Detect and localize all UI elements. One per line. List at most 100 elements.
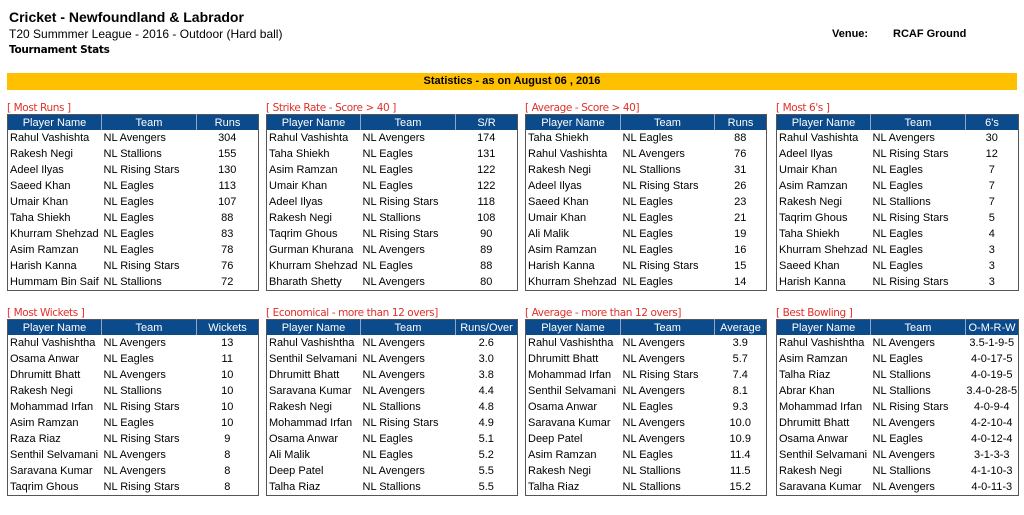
table-row: Bharath Shetty NL Avengers 80	[267, 274, 518, 291]
table-row: Saravana Kumar NL Avengers 4.4	[267, 383, 518, 399]
value-cell: 4.8	[478, 401, 494, 413]
value-cell: 7	[988, 196, 995, 208]
player-name-cell: Taha Shiekh	[528, 132, 589, 144]
value-cell: 4	[988, 228, 995, 240]
player-name-cell: Rakesh Negi	[269, 401, 332, 413]
value-cell: 8	[224, 465, 231, 477]
value-cell: 131	[477, 148, 496, 160]
table-row: Rakesh Negi NL Stallions 31	[526, 162, 767, 178]
value-cell: 4.4	[478, 385, 494, 397]
value-cell: 4-0-9-4	[974, 401, 1010, 413]
value-cell: 10.9	[729, 433, 751, 445]
player-name-cell: Rahul Vashishta	[779, 132, 859, 144]
player-name-cell: Rakesh Negi	[779, 465, 842, 477]
table-row: Hummam Bin Saif NL Stallions 72	[8, 274, 259, 291]
table-row: Harish Kanna NL Rising Stars 76	[8, 258, 259, 274]
table-row: Deep Patel NL Avengers 5.5	[267, 463, 518, 479]
economical-section: [ Economical - more than 12 overs] Player…	[266, 306, 518, 496]
team-cell: NL Avengers	[622, 433, 685, 445]
player-name-cell: Khurram Shehzad	[779, 244, 868, 256]
table-row: Adeel Ilyas NL Rising Stars 130	[8, 162, 259, 178]
table-row: Asim Ramzan NL Eagles 11.4	[526, 447, 767, 463]
player-name-cell: Taha Shiekh	[779, 228, 840, 240]
table-row: Rakesh Negi NL Stallions 4-1-10-3	[777, 463, 1019, 479]
team-cell: NL Rising Stars	[103, 164, 180, 176]
player-name-cell: Deep Patel	[528, 433, 583, 445]
player-name-cell: Deep Patel	[269, 465, 324, 477]
value-cell: 4-0-19-5	[970, 369, 1013, 381]
column-header: Team	[620, 114, 715, 130]
player-name-cell: Senthil Selvamani	[528, 385, 617, 397]
column-header: Team	[360, 319, 456, 335]
section-title: [ Average - Score > 40]	[525, 102, 640, 114]
value-cell: 12	[985, 148, 998, 160]
team-cell: NL Eagles	[622, 228, 673, 240]
team-cell: NL Avengers	[362, 337, 425, 349]
table-row: Asim Ramzan NL Eagles 78	[8, 242, 259, 258]
table-row: Taha Shiekh NL Eagles 88	[8, 210, 259, 226]
value-cell: 31	[734, 164, 747, 176]
table-row: Rakesh Negi NL Stallions 155	[8, 146, 259, 162]
table-row: Rahul Vashishtha NL Avengers 13	[8, 335, 259, 351]
value-cell: 89	[480, 244, 493, 256]
player-name-cell: Asim Ramzan	[528, 244, 597, 256]
team-cell: NL Avengers	[622, 385, 685, 397]
value-cell: 3	[988, 276, 995, 288]
team-cell: NL Rising Stars	[103, 481, 180, 493]
player-name-cell: Saeed Khan	[528, 196, 589, 208]
value-cell: 83	[221, 228, 234, 240]
team-cell: NL Avengers	[622, 417, 685, 429]
venue-value: RCAF Ground	[893, 28, 967, 40]
value-cell: 174	[477, 132, 496, 144]
column-header: Player Name	[776, 319, 871, 335]
value-cell: 26	[734, 180, 747, 192]
table-row: Senthil Selvamani NL Avengers 3-1-3-3	[777, 447, 1019, 463]
player-name-cell: Taha Shiekh	[269, 148, 330, 160]
section-title: [ Average - more than 12 overs]	[525, 307, 682, 319]
table-row: Rakesh Negi NL Stallions 7	[777, 194, 1019, 210]
value-cell: 10	[221, 417, 234, 429]
team-cell: NL Rising Stars	[362, 417, 439, 429]
player-name-cell: Talha Riaz	[528, 481, 580, 493]
bowling-average-table: Player Name Team Average Rahul Vashishtha NL…	[525, 319, 767, 496]
most-runs-section: [ Most Runs ] Player Name Team Runs Rahul Va…	[7, 101, 259, 291]
player-name-cell: Saeed Khan	[10, 180, 71, 192]
value-cell: 15	[734, 260, 747, 272]
section-title: [ Most 6's ]	[776, 102, 830, 114]
player-name-cell: Osama Anwar	[269, 433, 339, 445]
table-row: Asim Ramzan NL Eagles 4-0-17-5	[777, 351, 1019, 367]
team-cell: NL Avengers	[872, 481, 935, 493]
player-name-cell: Talha Riaz	[269, 481, 321, 493]
value-cell: 155	[218, 148, 237, 160]
team-cell: NL Eagles	[362, 433, 413, 445]
table-row: Saeed Khan NL Eagles 23	[526, 194, 767, 210]
value-cell: 4-1-10-3	[970, 465, 1013, 477]
column-header: Average	[714, 319, 767, 335]
best-bowling-section: [ Best Bowling ] Player Name Team O-M-R-W Ra…	[776, 306, 1019, 496]
most-wickets-section: [ Most Wickets ] Player Name Team Wickets Ra…	[7, 306, 259, 496]
team-cell: NL Eagles	[622, 276, 673, 288]
team-cell: NL Eagles	[362, 164, 413, 176]
player-name-cell: Rahul Vashishtha	[528, 337, 614, 349]
team-cell: NL Avengers	[622, 148, 685, 160]
player-name-cell: Saravana Kumar	[269, 385, 352, 397]
value-cell: 5	[988, 212, 995, 224]
table-header-row: Player Name Team Runs	[525, 114, 767, 130]
value-cell: 3.8	[478, 369, 494, 381]
most-sixes-table: Player Name Team 6's Rahul Vashishta NL Aven…	[776, 114, 1019, 291]
value-cell: 4.9	[478, 417, 494, 429]
player-name-cell: Taha Shiekh	[10, 212, 71, 224]
team-cell: NL Avengers	[362, 369, 425, 381]
player-name-cell: Rahul Vashishta	[269, 132, 349, 144]
value-cell: 5.5	[478, 481, 494, 493]
table-row: Talha Riaz NL Stallions 5.5	[267, 479, 518, 496]
column-header: O-M-R-W	[965, 319, 1019, 335]
value-cell: 2.6	[478, 337, 494, 349]
table-header-row: Player Name Team Average	[525, 319, 767, 335]
table-row: Talha Riaz NL Stallions 15.2	[526, 479, 767, 496]
section-title: [ Most Runs ]	[7, 102, 71, 114]
table-row: Adeel Ilyas NL Rising Stars 118	[267, 194, 518, 210]
table-row: Umair Khan NL Eagles 122	[267, 178, 518, 194]
team-cell: NL Eagles	[362, 148, 413, 160]
table-header-row: Player Name Team Runs/Over	[266, 319, 518, 335]
